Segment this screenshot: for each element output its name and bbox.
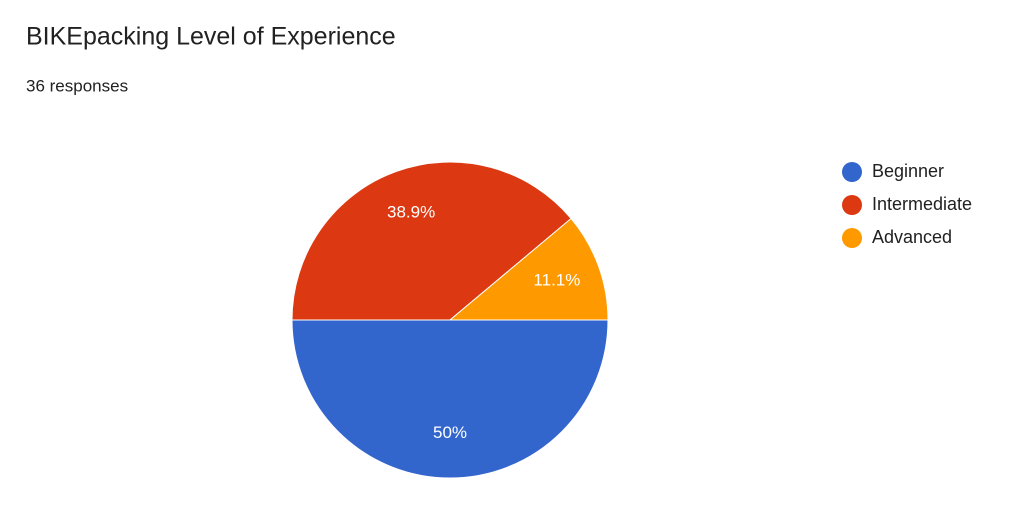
slice-label: 50% [433,423,467,442]
legend-label: Intermediate [872,194,972,214]
pie-slice [291,319,609,479]
legend-swatch [842,228,862,248]
legend-label: Beginner [872,161,944,181]
pie-slice [291,161,572,321]
pie-slice [448,217,609,321]
chart-subtitle: 36 responses [26,76,128,95]
slice-label: 38.9% [387,203,435,222]
chart-title: BIKEpacking Level of Experience [26,23,396,51]
legend-swatch [842,195,862,215]
legend-label: Advanced [872,227,952,247]
slice-label: 11.1% [533,271,580,290]
legend-swatch [842,162,862,182]
